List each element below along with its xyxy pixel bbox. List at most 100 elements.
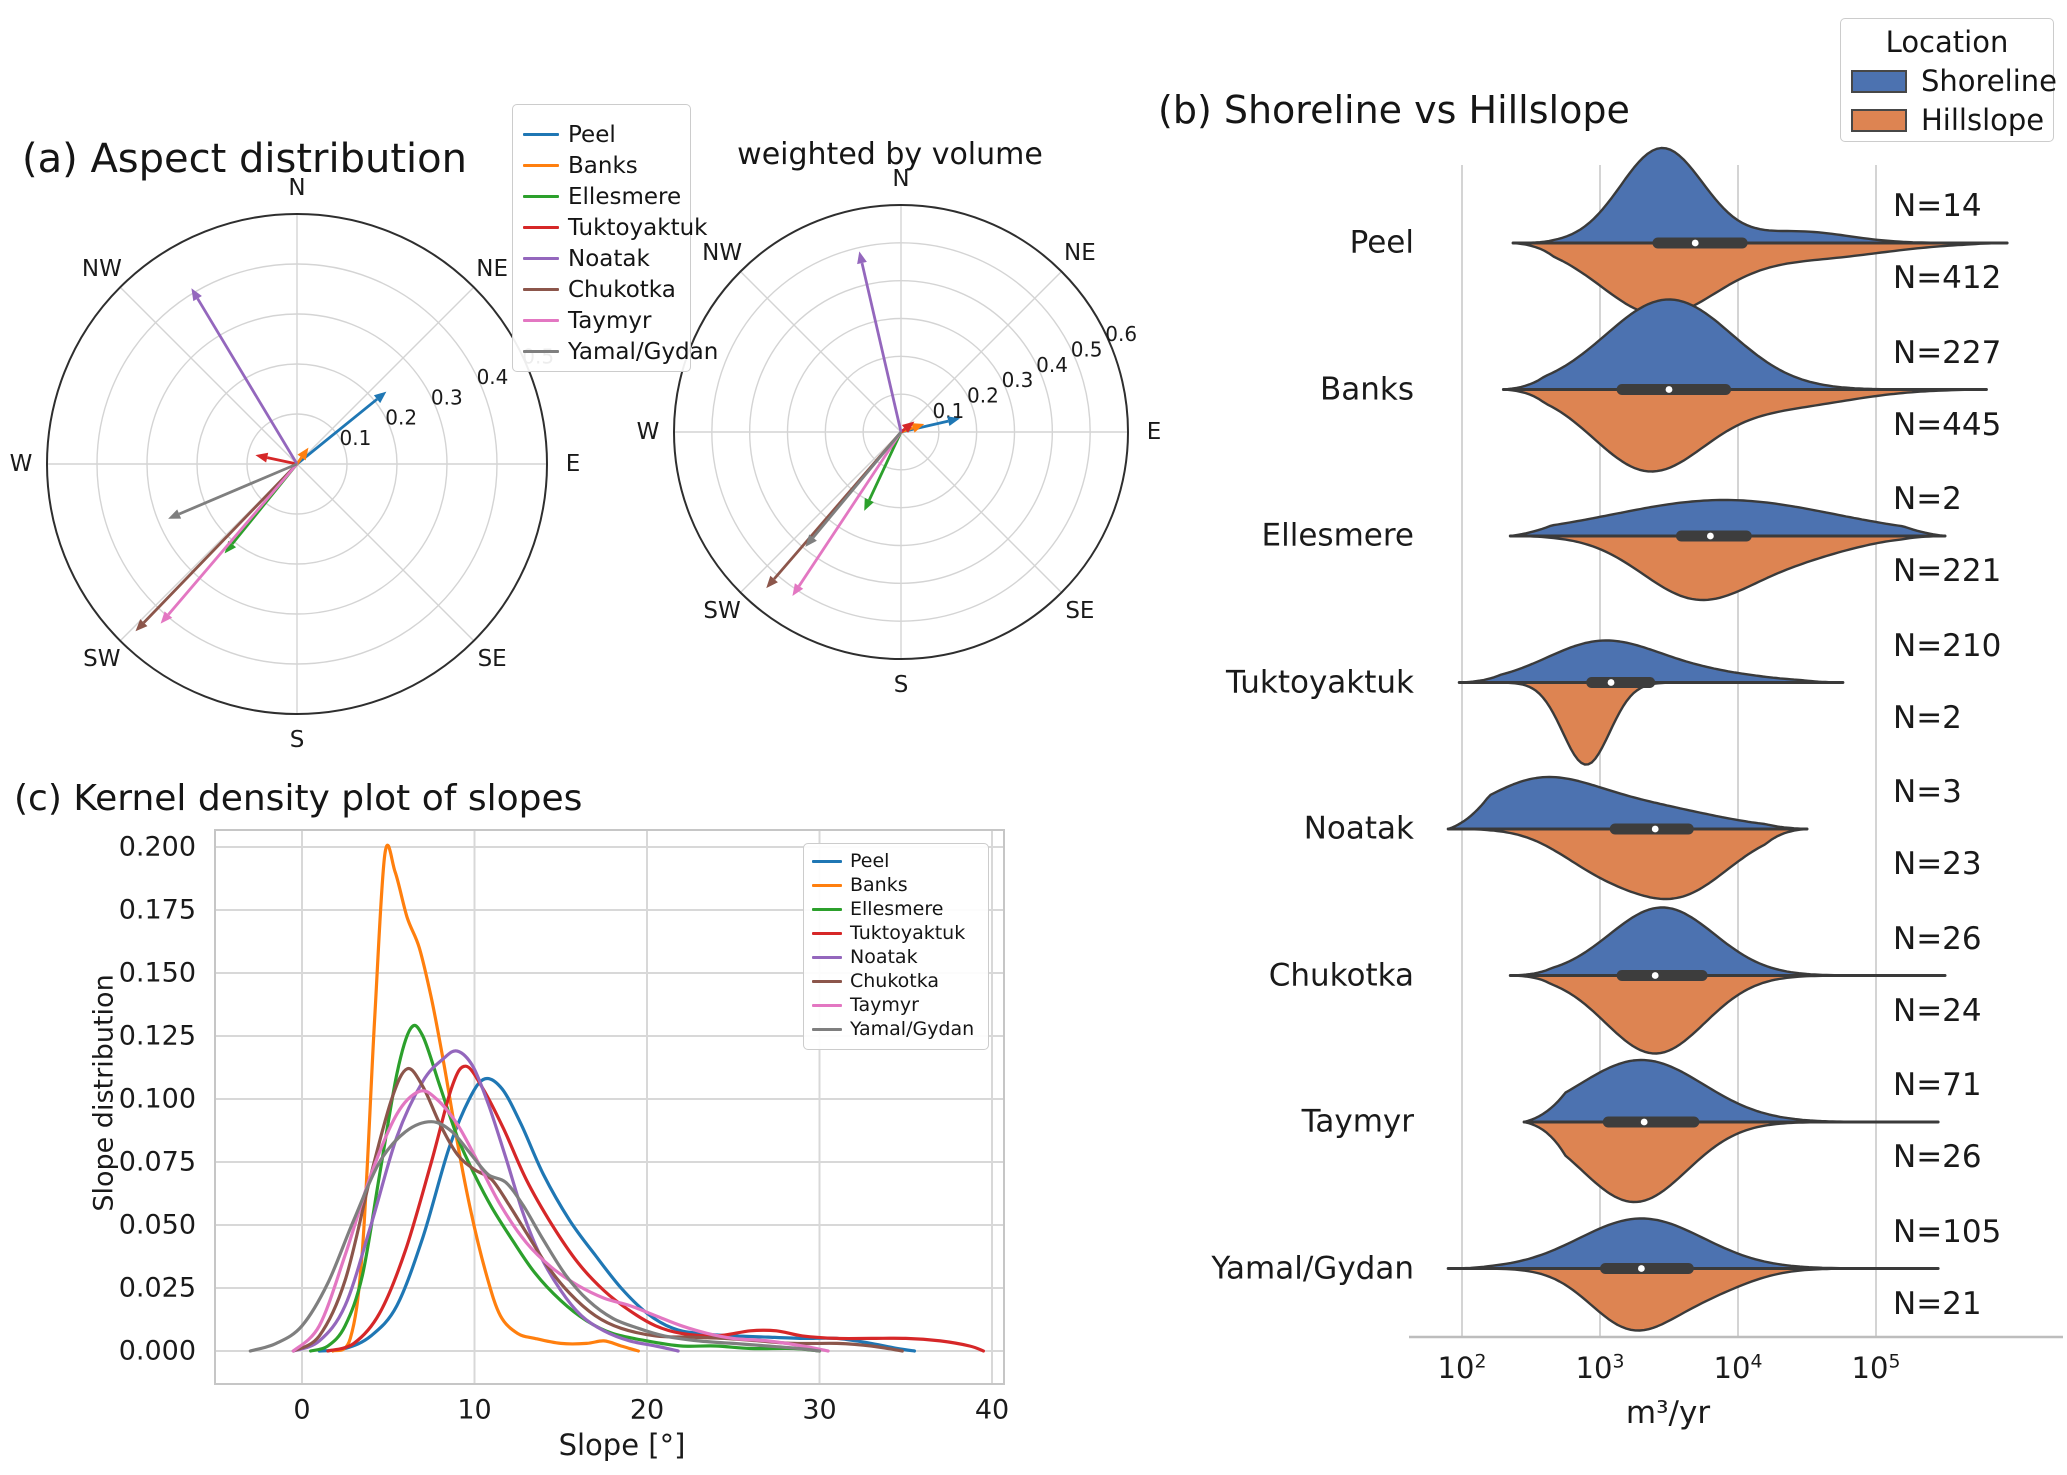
polar-compass-label: NE (476, 256, 508, 282)
kde-legend-item-label: Taymyr (850, 994, 919, 1016)
polar-compass-label: S (290, 727, 305, 753)
aspect-arrow-peel (296, 398, 378, 466)
violin-plot (1409, 146, 2063, 1339)
violin-n-hillslope: N=21 (1893, 1285, 1982, 1322)
violin-row-label-banks: Banks (1319, 370, 1414, 407)
violin-iqr-box (1616, 970, 1708, 981)
violin-n-shoreline: N=210 (1893, 627, 2002, 664)
violin-n-shoreline: N=26 (1893, 920, 1982, 957)
legend-item-hillslope: Hillslope (1851, 103, 2044, 137)
violin-iqr-box (1652, 237, 1748, 249)
kde-x-tick: 40 (974, 1394, 1010, 1426)
aspect-arrow-yamal-gydan (178, 462, 298, 516)
legend-line-swatch (523, 319, 559, 322)
polar-compass-label: W (637, 419, 660, 445)
kde-legend-line-swatch (812, 883, 842, 887)
aspect-arrowhead (901, 421, 915, 433)
kde-legend-item-ellesmere: Ellesmere (804, 897, 988, 921)
polar-radial-tick: 0.4 (1036, 353, 1068, 377)
kde-legend-item-label: Ellesmere (850, 898, 944, 920)
kde-legend-item-tuktoyaktuk: Tuktoyaktuk (804, 921, 988, 945)
kde-legend-item-label: Tuktoyaktuk (850, 922, 966, 944)
panel-b-title: (b) Shoreline vs Hillslope (1158, 88, 1630, 132)
legend-color-swatch (1851, 69, 1907, 93)
kde-legend-item-label: Peel (850, 850, 890, 872)
kde-line-yamal-gydan (248, 1120, 822, 1353)
kde-legend-line-swatch (812, 979, 842, 983)
violin-shoreline-noatak (1447, 775, 1809, 831)
violin-n-hillslope: N=24 (1893, 992, 1982, 1029)
legend-item-yamal-gydan: Yamal/Gydan (513, 336, 718, 367)
kde-line-peel (317, 1076, 916, 1353)
legend-line-swatch (523, 133, 559, 136)
aspect-arrow-chukotka (142, 463, 299, 624)
violin-row-label-noatak: Noatak (1303, 810, 1414, 847)
aspect-arrowhead (766, 575, 778, 589)
aspect-arrow-yamal-gydan (811, 431, 903, 539)
legend-item-label: Taymyr (568, 307, 652, 334)
violin-hillslope-noatak (1447, 827, 1809, 901)
polar-grid-spoke (900, 431, 1063, 594)
aspect-arrowhead (864, 497, 874, 511)
kde-y-tick: 0.175 (118, 894, 196, 926)
legend-regions-c: Peel Banks Ellesmere Tuktoyaktuk Noatak Chuko… (803, 843, 989, 1050)
polar-radial-tick: 0.6 (1105, 322, 1137, 346)
kde-legend-item-taymyr: Taymyr (804, 993, 988, 1017)
violin-row-label-ellesmere: Ellesmere (1261, 517, 1414, 554)
legend-item-label: Ellesmere (568, 183, 682, 210)
polar-outer-circle (673, 204, 1129, 660)
violin-median-dot (1651, 825, 1659, 833)
violin-median-dot (1640, 1118, 1648, 1126)
polar-grid-spoke (296, 463, 475, 642)
aspect-arrowhead (857, 251, 867, 265)
polar-radial-tick: 0.4 (477, 365, 509, 389)
polar-compass-label: SE (478, 646, 507, 672)
kde-line-banks (331, 843, 640, 1353)
violin-shoreline-ellesmere (1509, 498, 1947, 538)
polar-compass-label: E (1147, 419, 1162, 445)
kde-y-tick: 0.200 (118, 831, 196, 863)
kde-y-tick: 0.075 (118, 1146, 196, 1178)
kde-legend-line-swatch (812, 859, 842, 863)
polar-grid-spoke (296, 286, 475, 465)
aspect-arrowhead (805, 534, 817, 547)
violin-n-shoreline: N=105 (1893, 1213, 2002, 1250)
polar-compass-label: SE (1065, 598, 1094, 624)
violin-n-shoreline: N=14 (1893, 188, 1982, 224)
violin-x-tick: 103 (1575, 1351, 1625, 1385)
kde-x-tick: 10 (457, 1394, 492, 1426)
violin-shoreline-yamal-gydan (1447, 1217, 1940, 1270)
kde-y-tick: 0.150 (118, 957, 196, 989)
legend-line-swatch (523, 164, 559, 167)
kde-x-axis-label: Slope [°] (558, 1428, 686, 1462)
kde-legend-item-noatak: Noatak (804, 945, 988, 969)
violin-n-hillslope: N=23 (1893, 846, 1982, 882)
aspect-arrow-ellesmere (868, 431, 903, 501)
polar-radial-tick: 0.1 (340, 426, 372, 450)
polar-radial-tick: 0.2 (967, 384, 999, 408)
polar-radial-tick: 0.2 (385, 406, 417, 430)
legend-item-label: Banks (568, 152, 638, 179)
legend-item-taymyr: Taymyr (513, 305, 690, 336)
polar-weighted-title: weighted by volume (737, 137, 1043, 172)
kde-legend-line-swatch (812, 1003, 842, 1007)
violin-median-dot (1707, 532, 1714, 540)
kde-x-tick: 30 (802, 1394, 837, 1426)
kde-legend-item-chukotka: Chukotka (804, 969, 988, 993)
polar-grid-spoke (739, 270, 902, 433)
violin-median-dot (1691, 239, 1699, 247)
kde-legend-item-label: Noatak (850, 946, 918, 968)
violin-iqr-box (1609, 823, 1694, 835)
violin-median-dot (1665, 386, 1673, 393)
polar-compass-label: W (10, 451, 33, 477)
kde-line-tuktoyaktuk (326, 1064, 985, 1353)
violin-hillslope-ellesmere (1509, 534, 1947, 602)
aspect-arrow-taymyr (167, 463, 299, 616)
polar-outer-circle (46, 213, 548, 715)
kde-y-tick: 0.000 (118, 1335, 196, 1367)
violin-row-label-peel: Peel (1349, 224, 1414, 261)
kde-x-tick: 0 (293, 1394, 311, 1426)
violin-shoreline-tuktoyaktuk (1458, 639, 1845, 684)
polar-compass-label: E (566, 451, 581, 477)
